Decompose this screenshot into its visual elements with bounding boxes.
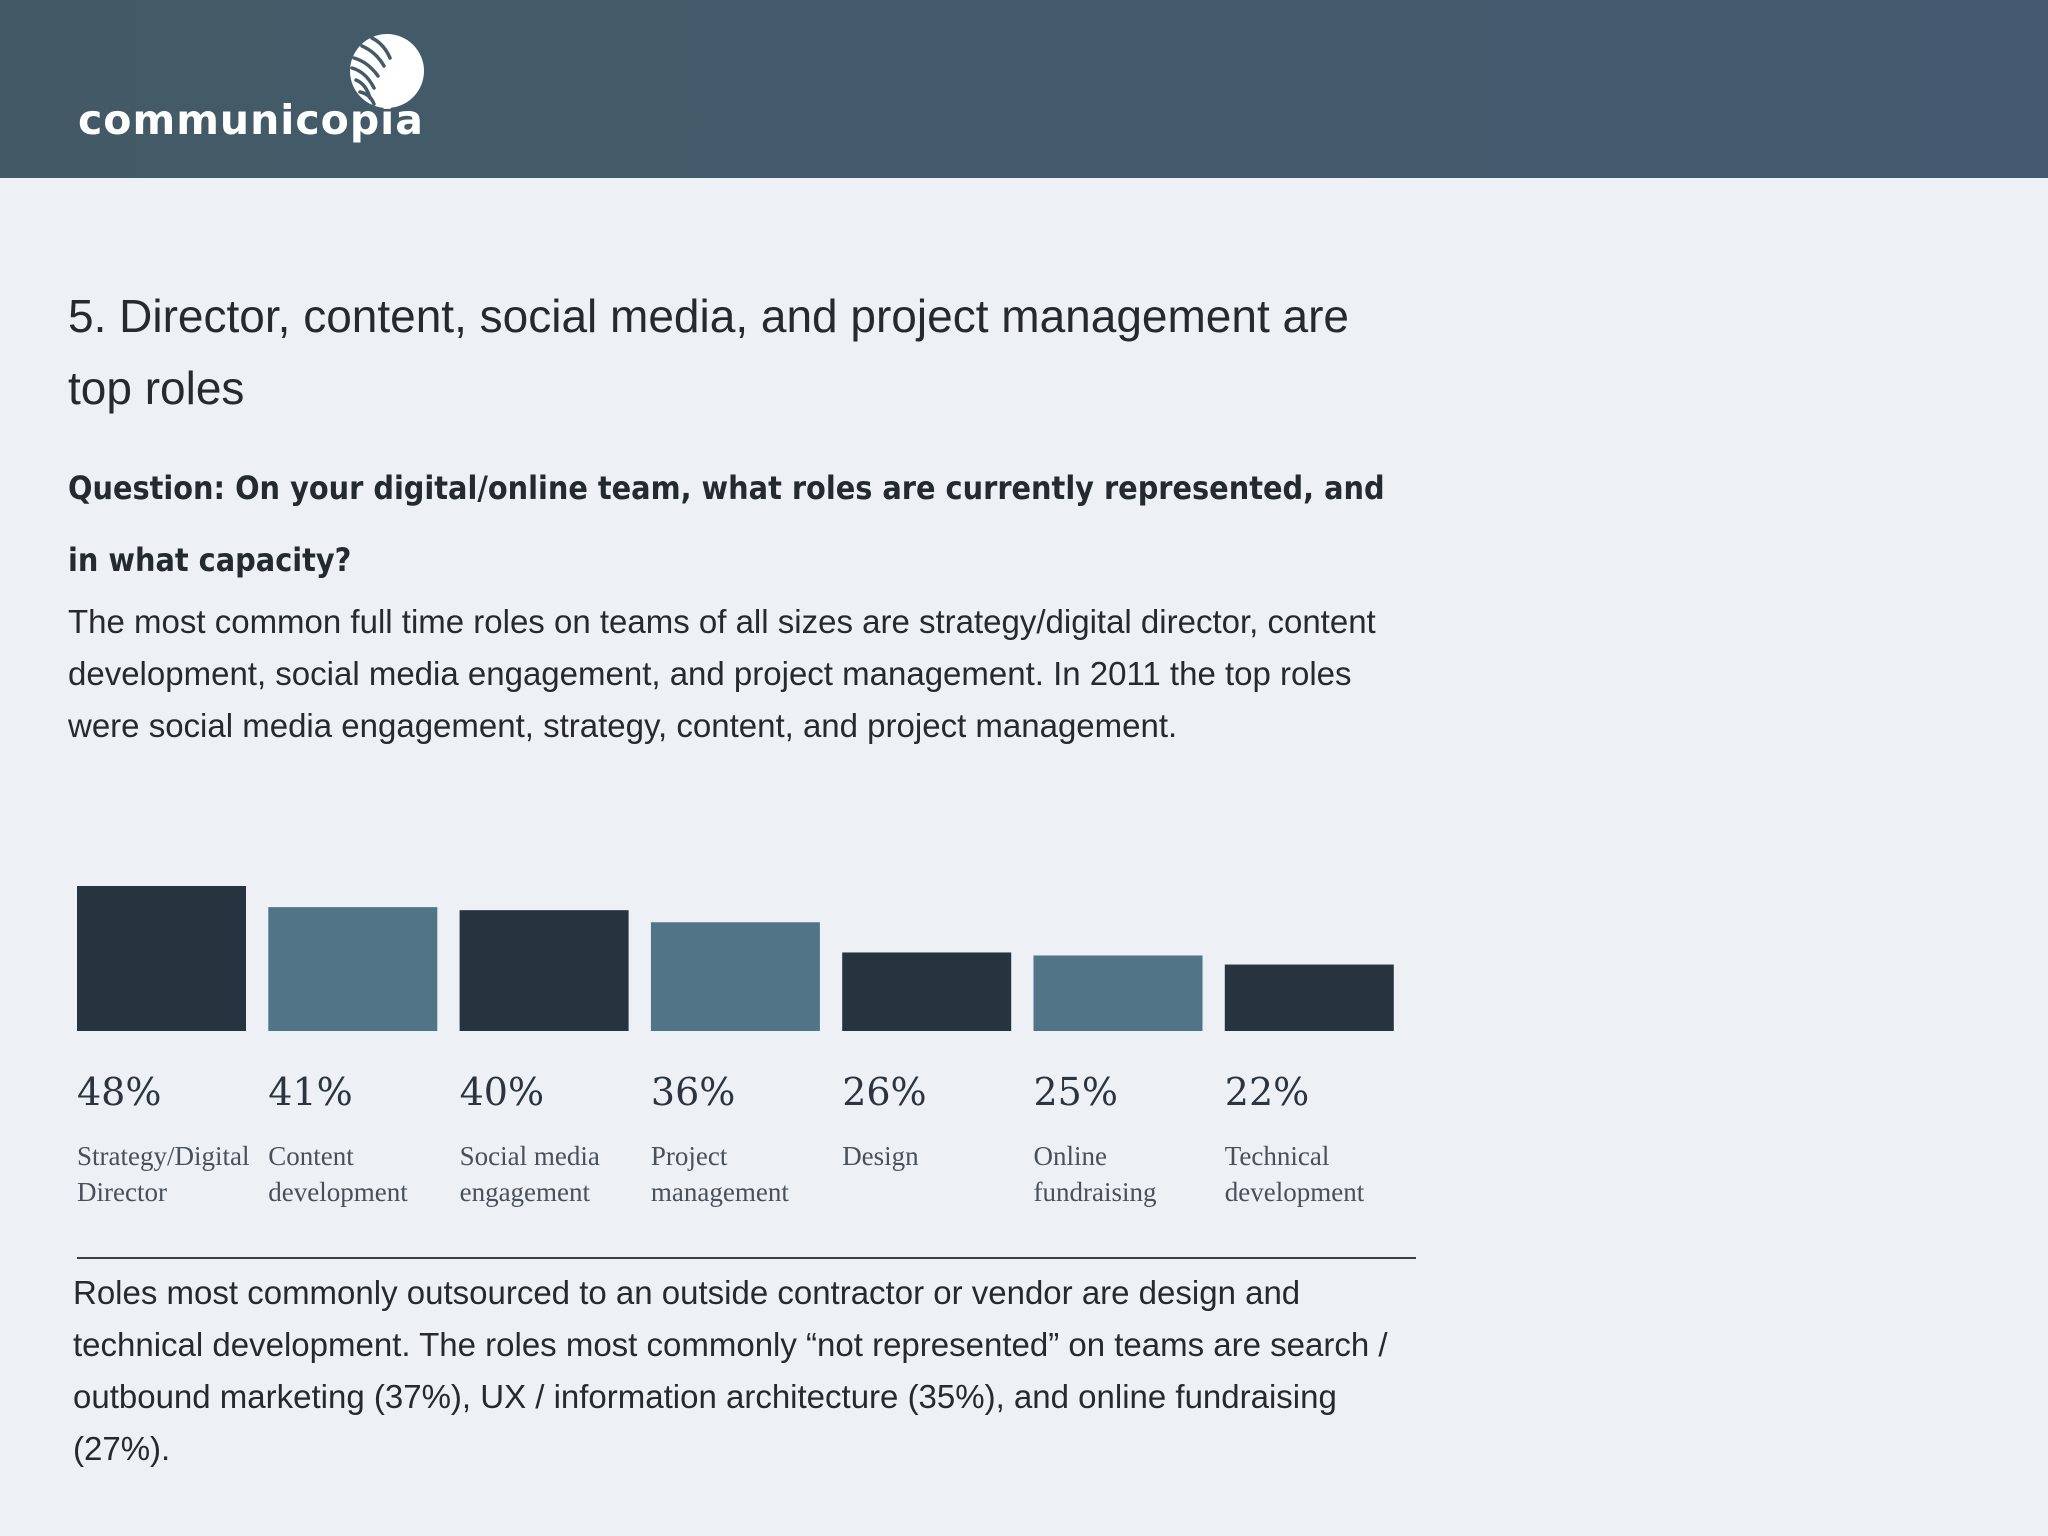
category-label: Online: [1034, 1141, 1108, 1171]
intro-paragraph: The most common full time roles on teams…: [68, 603, 1376, 744]
category-label: fundraising: [1034, 1177, 1157, 1207]
category-label: Design: [842, 1141, 919, 1171]
bar-0: [77, 886, 246, 1031]
bar-value-label: 25%: [1034, 1070, 1118, 1114]
survey-question: Question: On your digital/online team, w…: [68, 469, 1385, 579]
page-title: 5. Director, content, social media, and …: [68, 290, 1350, 414]
bar-4: [842, 952, 1012, 1031]
outro-paragraph: Roles most commonly outsourced to an out…: [73, 1274, 1388, 1467]
bar-1: [268, 907, 438, 1031]
bar-value-label: 48%: [77, 1070, 161, 1114]
roles-bar-chart: 48% Strategy/Digital Director 41% Content dev…: [77, 886, 1394, 1207]
category-label: Technical: [1225, 1141, 1330, 1171]
header-bar: communicopia: [0, 0, 2048, 178]
bar-6: [1224, 964, 1394, 1031]
globe-logo-icon: [350, 34, 424, 108]
section-divider: [77, 1257, 1416, 1259]
bar-value-label: 22%: [1225, 1070, 1309, 1114]
category-label: Social media: [460, 1141, 600, 1171]
category-label: development: [268, 1177, 408, 1207]
logo-wordmark: communicopia: [78, 96, 424, 144]
category-label: development: [1225, 1177, 1365, 1207]
category-label: Director: [77, 1177, 167, 1207]
category-label: Project: [651, 1141, 728, 1171]
bar-value-label: 36%: [651, 1070, 735, 1114]
category-label: Strategy/Digital: [77, 1141, 249, 1171]
bar-5: [1033, 955, 1203, 1031]
bar-value-label: 26%: [842, 1070, 926, 1114]
bar-3: [650, 922, 820, 1031]
category-label: Content: [268, 1141, 354, 1171]
bar-value-label: 41%: [268, 1070, 352, 1114]
category-label: engagement: [460, 1177, 591, 1207]
bar-value-label: 40%: [460, 1070, 544, 1114]
category-label: management: [651, 1177, 789, 1207]
bar-2: [459, 910, 629, 1031]
